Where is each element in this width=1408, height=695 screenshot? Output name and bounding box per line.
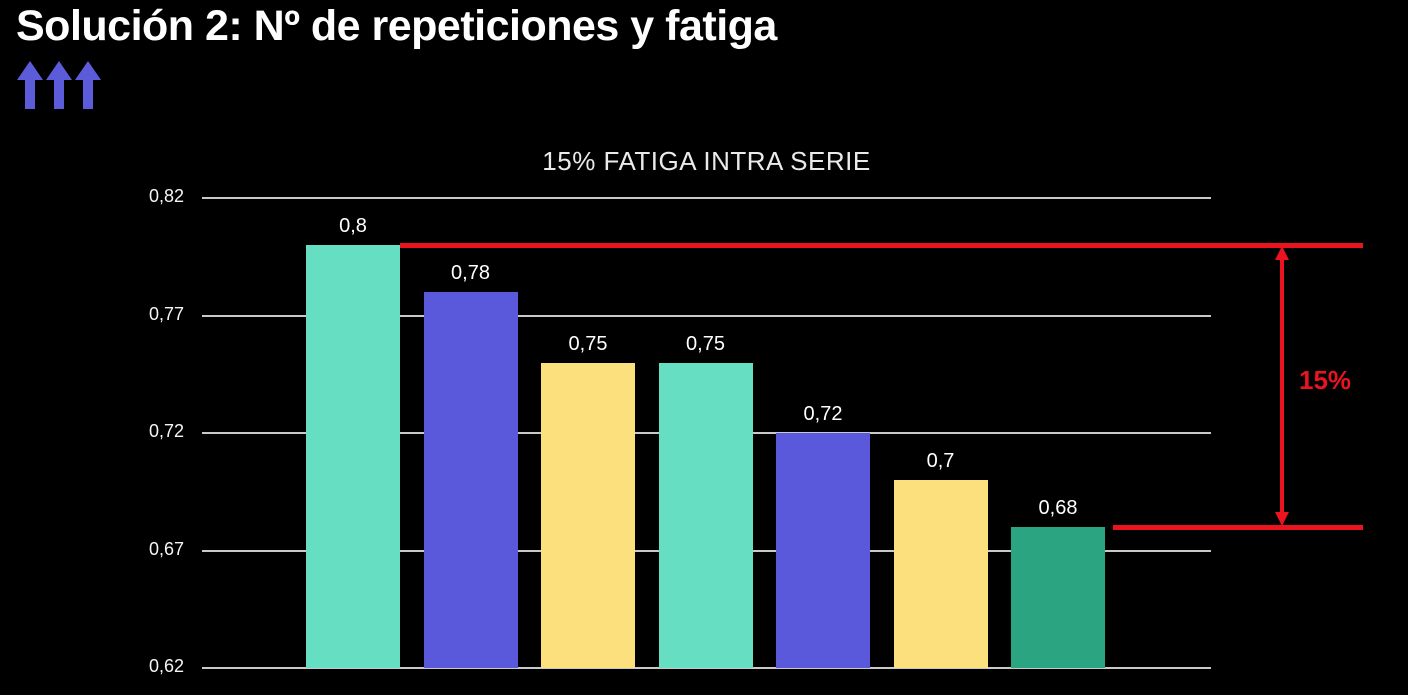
slide-title: Solución 2: Nº de repeticiones y fatiga (16, 2, 777, 50)
bar (893, 480, 988, 668)
y-axis-tick-label: 0,62 (148, 656, 184, 676)
gridline (202, 667, 1211, 669)
annotation-line-upper (400, 242, 1363, 248)
annotation-label: 15% (1299, 365, 1352, 395)
y-axis-tick-label: 0,67 (148, 538, 184, 559)
chart-plot-area: 15% 0,82 0,77 0,72 0,67 0,62 0,8 0,78 0,75 0,75 0… (149, 186, 1363, 676)
annotation-line-lower (1113, 524, 1363, 530)
gridline (202, 314, 1211, 317)
bar-value-label: 0,78 (451, 262, 490, 284)
bar (541, 362, 635, 668)
bar-value-label: 0,7 (926, 450, 955, 472)
bar-value-label: 0,72 (803, 403, 843, 425)
gridline (202, 197, 1211, 199)
annotation-double-arrow-icon (1275, 246, 1289, 526)
bar-value-label: 0,68 (1038, 497, 1078, 519)
bar (658, 362, 753, 668)
bar (776, 433, 870, 668)
y-axis-tick-label: 0,72 (148, 421, 184, 441)
bar (423, 292, 518, 668)
bar-value-label: 0,75 (568, 332, 608, 355)
bar-value-label: 0,8 (339, 215, 367, 237)
y-axis-tick-label: 0,77 (148, 303, 184, 324)
y-axis-tick-label: 0,82 (148, 186, 184, 206)
chart-title: 15% FATIGA INTRA SERIE (542, 146, 871, 176)
triple-up-arrow-icon (17, 61, 101, 109)
bar (1011, 527, 1105, 668)
bar-value-label: 0,75 (686, 332, 725, 355)
bar (306, 245, 400, 668)
